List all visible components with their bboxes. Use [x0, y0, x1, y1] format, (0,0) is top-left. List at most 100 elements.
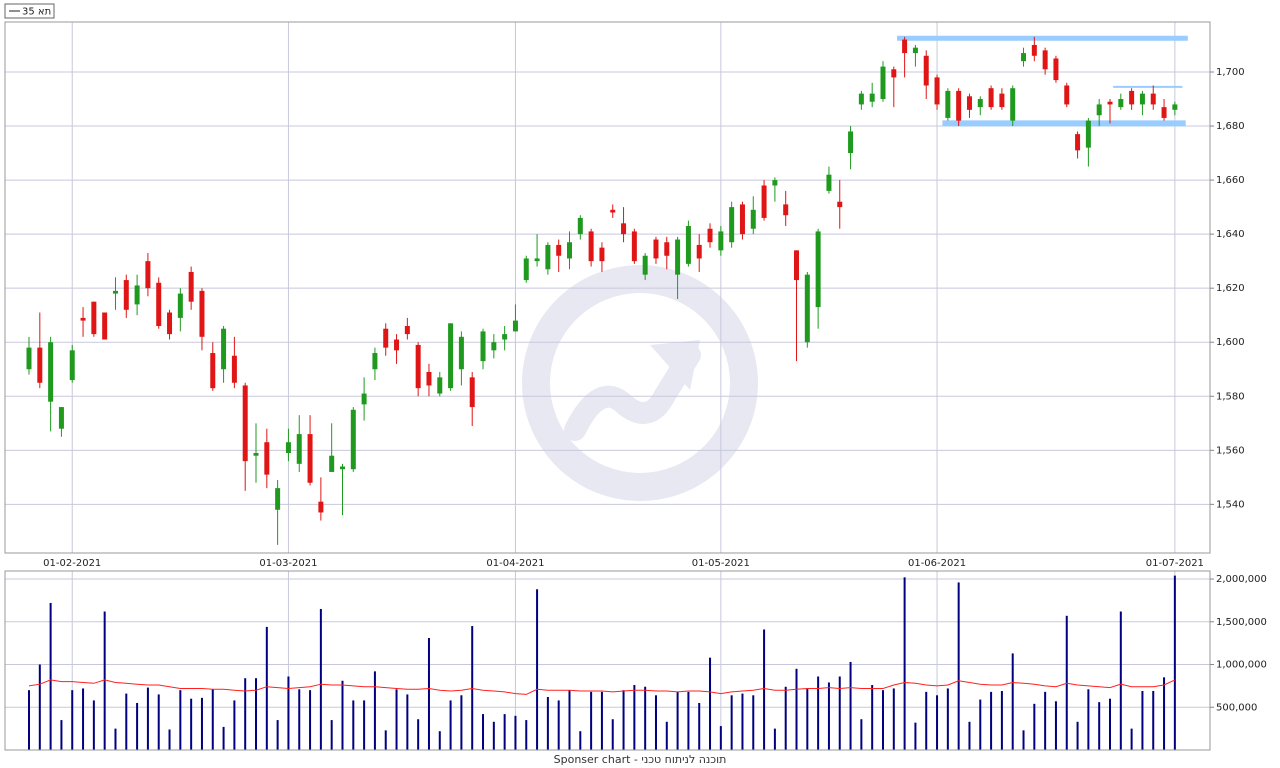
- x-tick-label: 01-06-2021: [908, 558, 966, 569]
- candle-body: [685, 226, 691, 264]
- candle-body: [221, 328, 227, 370]
- y-tick-label: 1,660: [1216, 175, 1245, 186]
- candle-body: [977, 99, 983, 108]
- volume-bar: [525, 720, 528, 750]
- candle-body: [37, 347, 43, 383]
- volume-bar: [449, 700, 452, 750]
- volume-bar: [341, 680, 344, 750]
- y-tick-label: 1,700: [1216, 67, 1245, 78]
- volume-bar: [82, 688, 85, 750]
- volume-bar: [719, 726, 722, 750]
- candle-body: [923, 55, 929, 86]
- candle-body: [891, 69, 897, 78]
- candle-body: [458, 336, 464, 370]
- y-tick-label: 1,600: [1216, 337, 1245, 348]
- legend-box: [4, 3, 55, 19]
- volume-bar: [179, 690, 182, 750]
- volume-bar: [211, 689, 214, 750]
- volume-bar: [860, 719, 863, 750]
- volume-bar: [438, 731, 441, 750]
- volume-bar: [71, 690, 74, 750]
- y-tick-label: 1,580: [1216, 391, 1245, 402]
- price-plot-frame: [4, 21, 1211, 554]
- candle-body: [210, 353, 216, 389]
- volume-bar: [49, 602, 52, 750]
- candle-body: [653, 239, 659, 259]
- volume-bar: [298, 689, 301, 750]
- volume-bar: [892, 688, 895, 750]
- volume-bar: [265, 626, 268, 750]
- volume-bar: [806, 688, 809, 750]
- candle-body: [815, 231, 821, 308]
- candle-body: [285, 442, 291, 454]
- volume-bar: [482, 714, 485, 750]
- candle-body: [512, 320, 518, 332]
- candle-body: [631, 231, 637, 262]
- candle-body: [902, 39, 908, 54]
- candle-body: [112, 290, 118, 294]
- candle-body: [275, 488, 281, 510]
- volume-bar: [763, 629, 766, 750]
- volume-bar: [319, 608, 322, 750]
- volume-bar: [1141, 691, 1144, 750]
- candle-body: [837, 201, 843, 208]
- x-tick-label: 01-04-2021: [486, 558, 544, 569]
- volume-bar: [838, 676, 841, 750]
- volume-bar: [276, 720, 279, 750]
- candle-body: [394, 339, 400, 351]
- volume-bar: [990, 691, 993, 750]
- x-tick-label: 01-07-2021: [1146, 558, 1204, 569]
- volume-bar: [157, 694, 160, 750]
- candle-body: [404, 326, 410, 335]
- candle-body: [1150, 93, 1156, 105]
- candle-body: [869, 93, 875, 102]
- footer: Sponser chart - תוכנה לניתוח טכני: [554, 753, 727, 766]
- candle-body: [750, 209, 756, 229]
- candle-body: [80, 317, 86, 321]
- candle-body: [804, 274, 810, 343]
- volume-bar: [546, 697, 549, 750]
- y-tick-label: 1,500,000: [1216, 617, 1267, 628]
- volume-bar: [730, 695, 733, 750]
- y-tick-label: 1,000,000: [1216, 660, 1267, 671]
- candle-body: [848, 131, 854, 154]
- volume-bar: [492, 721, 495, 750]
- candle-body: [534, 258, 540, 262]
- candle-body: [253, 453, 259, 456]
- candle-body: [934, 77, 940, 105]
- candle-body: [480, 331, 486, 362]
- volume-bar: [957, 582, 960, 750]
- candle-body: [102, 312, 108, 340]
- candle-body: [1031, 44, 1037, 56]
- candle-body: [783, 204, 789, 216]
- candle-body: [588, 231, 594, 262]
- candle-body: [599, 247, 605, 262]
- volume-bar: [309, 690, 312, 750]
- volume-bar: [92, 700, 95, 750]
- candle-body: [502, 334, 508, 340]
- candle-body: [772, 180, 778, 186]
- volume-bar: [200, 697, 203, 750]
- volume-bar: [363, 700, 366, 750]
- volume-bar: [622, 690, 625, 750]
- volume-bar: [352, 700, 355, 750]
- volume-bar: [590, 691, 593, 750]
- volume-bar: [38, 664, 41, 750]
- volume-bar: [968, 721, 971, 750]
- candle-body: [339, 466, 345, 470]
- candle-body: [350, 409, 356, 470]
- volume-bar: [1011, 653, 1014, 750]
- volume-bar: [503, 714, 506, 750]
- volume-bar: [611, 719, 614, 750]
- volume-bar: [287, 676, 290, 750]
- candle-body: [437, 377, 443, 394]
- volume-bar: [136, 702, 139, 750]
- volume-bar: [427, 638, 430, 750]
- candle-body: [242, 385, 248, 462]
- y-tick-label: 1,680: [1216, 121, 1245, 132]
- candle-body: [199, 290, 205, 337]
- candle-body: [707, 228, 713, 243]
- candle-body: [123, 280, 129, 310]
